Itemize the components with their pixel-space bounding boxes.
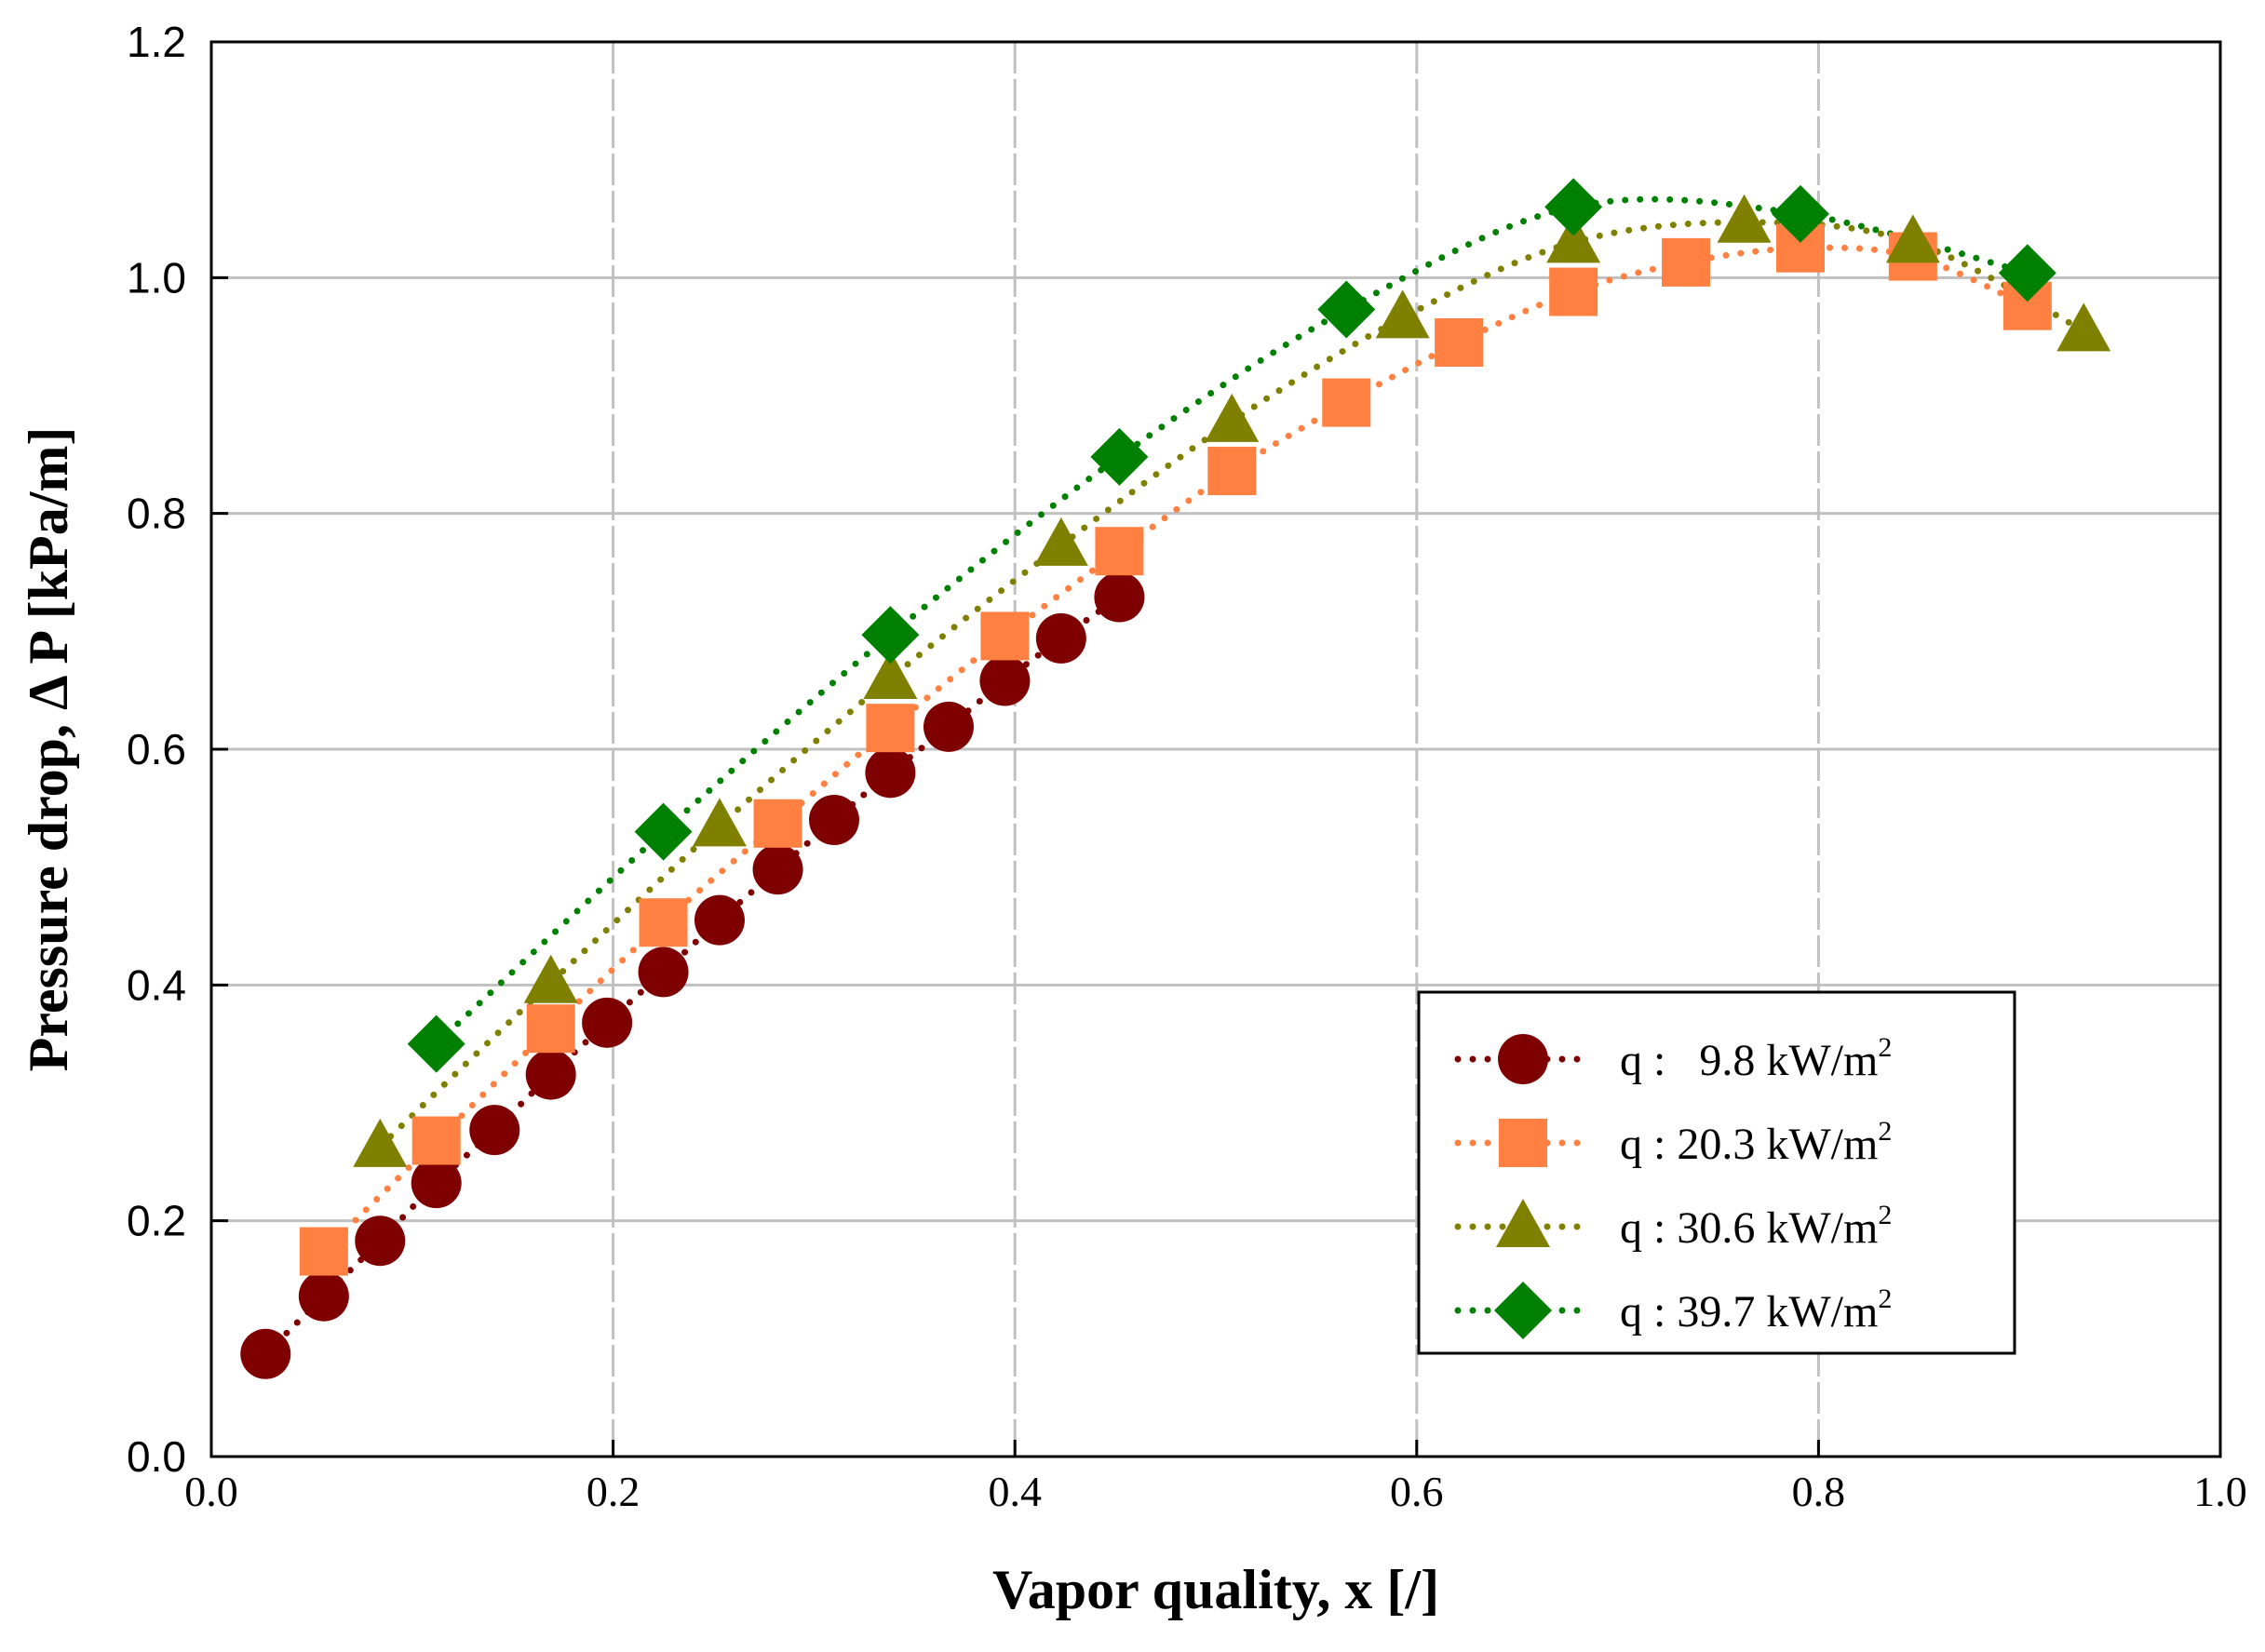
data-point-square — [411, 1116, 461, 1165]
y-tick-label: 0.8 — [127, 490, 186, 538]
data-point-circle — [694, 894, 745, 946]
data-point-triangle — [1033, 517, 1088, 566]
y-tick-label: 0.0 — [127, 1432, 186, 1481]
data-point-circle — [979, 655, 1031, 706]
data-point-square — [526, 1004, 575, 1054]
data-point-triangle — [523, 954, 578, 1003]
data-point-triangle — [1205, 393, 1260, 442]
data-point-triangle — [1717, 194, 1772, 243]
data-point-circle — [469, 1105, 520, 1156]
y-tick-label: 1.0 — [127, 253, 186, 302]
data-point-circle — [355, 1215, 406, 1267]
data-point-triangle — [2056, 302, 2111, 352]
data-point-circle — [923, 701, 974, 752]
data-point-circle — [582, 997, 633, 1048]
legend-label: q : 20.3 kW/m2 — [1620, 1116, 1892, 1169]
data-point-diamond — [407, 1014, 465, 1073]
data-point-circle — [298, 1270, 349, 1322]
data-point-diamond — [1090, 427, 1149, 486]
data-point-circle — [1035, 612, 1086, 664]
data-point-square — [980, 611, 1030, 661]
legend-label: q : 9.8 kW/m2 — [1620, 1032, 1892, 1085]
data-point-square — [753, 799, 802, 848]
series-line-square — [320, 244, 2031, 1256]
data-point-square — [1207, 447, 1257, 496]
data-point-triangle — [1885, 214, 1940, 263]
data-point-diamond — [1998, 244, 2056, 302]
legend-marker-triangle — [1496, 1199, 1550, 1247]
data-point-square — [1322, 378, 1371, 427]
data-point-square — [1435, 318, 1484, 367]
y-tick-label: 0.6 — [127, 725, 186, 773]
data-point-square — [1661, 237, 1710, 287]
data-point-triangle — [863, 651, 918, 699]
data-point-diamond — [1771, 184, 1829, 243]
data-point-square — [1549, 267, 1598, 316]
data-point-square — [866, 704, 915, 753]
data-point-circle — [525, 1049, 576, 1100]
y-tick-label: 1.2 — [127, 18, 186, 66]
data-point-circle — [752, 844, 803, 895]
data-point-circle — [1094, 571, 1145, 623]
data-point-diamond — [861, 606, 920, 665]
x-tick-label: 0.6 — [1390, 1468, 1444, 1515]
legend-label: q : 30.6 kW/m2 — [1620, 1200, 1892, 1253]
x-tick-label: 0.0 — [184, 1468, 238, 1515]
data-point-square — [639, 898, 688, 947]
data-point-triangle — [692, 798, 747, 847]
data-point-square — [299, 1227, 348, 1276]
legend: q : 9.8 kW/m2 q : 20.3 kW/m2 q : 30.6 kW/m… — [1417, 990, 2016, 1355]
x-axis-title: Vapor quality, x [/] — [992, 1559, 1439, 1620]
legend-marker-square — [1499, 1119, 1547, 1167]
data-point-diamond — [1317, 280, 1376, 339]
data-point-square — [1095, 527, 1144, 576]
x-tick-label: 1.0 — [2193, 1468, 2247, 1515]
data-point-circle — [865, 747, 916, 799]
y-axis-title: Pressure drop, Δ P [kPa/m] — [18, 427, 79, 1072]
legend-marker-circle — [1498, 1034, 1548, 1084]
y-tick-label: 0.4 — [127, 960, 186, 1009]
x-tick-label: 0.2 — [586, 1468, 640, 1515]
series-line-triangle — [376, 219, 2087, 1150]
x-tick-label: 0.8 — [1792, 1468, 1846, 1515]
axis-ticks: 0.0 0.2 0.4 0.6 0.8 1.0 0.0 0.2 0.4 0.6 0.8 1.0 1.2 — [127, 18, 2247, 1515]
data-point-triangle — [353, 1118, 408, 1167]
data-point-circle — [638, 947, 689, 998]
data-point-diamond — [1544, 178, 1603, 236]
legend-marker-diamond — [1494, 1282, 1552, 1339]
legend-label: q : 39.7 kW/m2 — [1620, 1283, 1892, 1336]
y-tick-label: 0.2 — [127, 1197, 186, 1245]
data-point-diamond — [634, 802, 693, 861]
data-point-circle — [808, 795, 859, 845]
data-point-circle — [411, 1158, 462, 1209]
data-markers — [240, 178, 2111, 1379]
x-tick-label: 0.4 — [988, 1468, 1042, 1515]
data-point-triangle — [1375, 289, 1430, 339]
data-point-triangle — [1546, 214, 1601, 263]
data-point-circle — [240, 1328, 291, 1379]
